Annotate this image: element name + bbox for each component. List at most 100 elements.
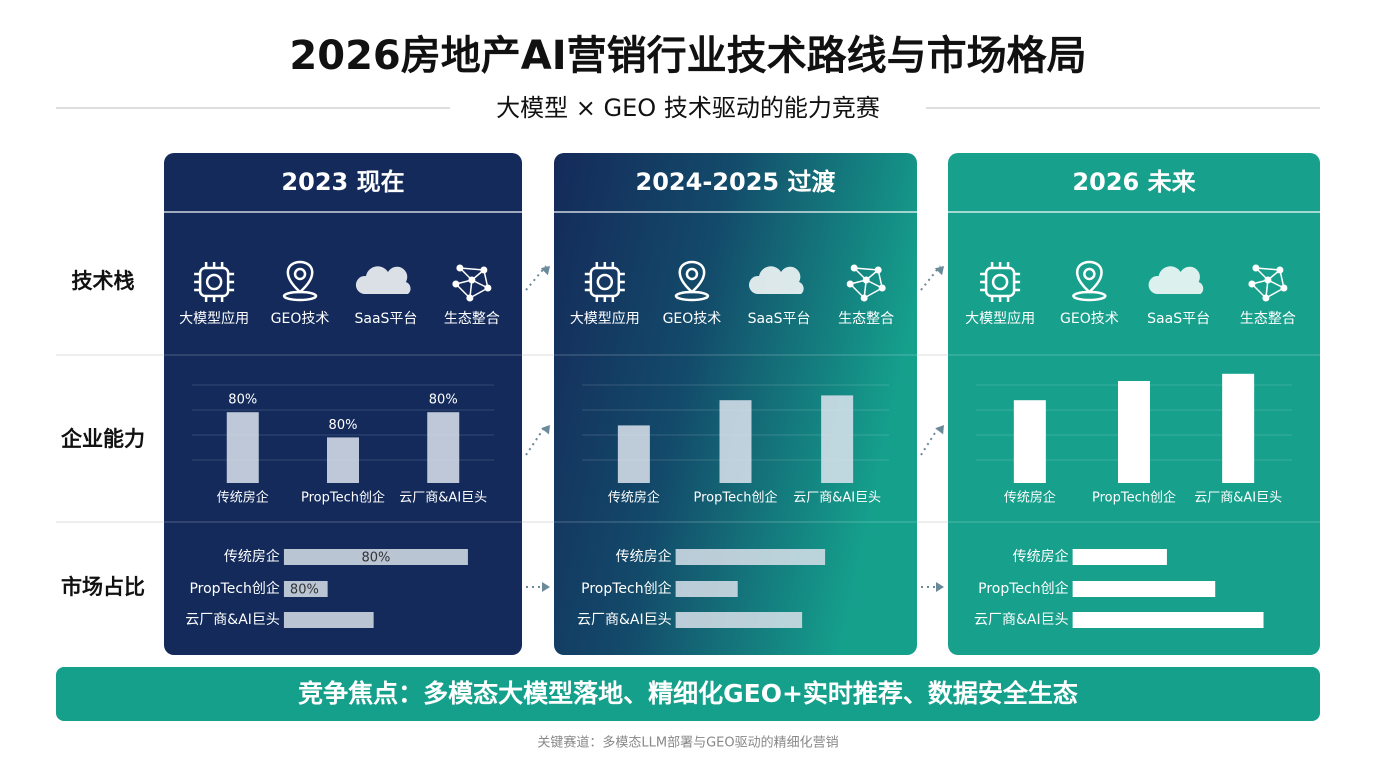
capability-bar bbox=[226, 412, 259, 483]
icon-base bbox=[674, 290, 710, 302]
capability-category: 传统房企 bbox=[1004, 490, 1056, 506]
icon-edge bbox=[1255, 267, 1280, 271]
capability-bar bbox=[1118, 381, 1150, 483]
icon-cloud bbox=[1148, 266, 1204, 294]
capability-category: 传统房企 bbox=[608, 490, 660, 506]
market-bar bbox=[283, 612, 374, 628]
market-label: 80% bbox=[290, 583, 319, 598]
tech-label: 生态整合 bbox=[1240, 311, 1296, 327]
tech-label: 大模型应用 bbox=[570, 310, 640, 327]
arrow-head bbox=[540, 266, 550, 276]
icon-node bbox=[846, 280, 854, 288]
row-label: 企业能力 bbox=[60, 427, 145, 451]
capability-bar bbox=[1013, 400, 1046, 483]
icon-dot bbox=[293, 267, 307, 281]
icon-node bbox=[850, 264, 858, 272]
icon-pin bbox=[286, 260, 314, 294]
icon-node bbox=[1280, 284, 1288, 292]
market-category: 传统房企 bbox=[1013, 548, 1069, 565]
tech-label: GEO技术 bbox=[663, 311, 722, 327]
icon-node bbox=[1276, 266, 1284, 274]
icon-base bbox=[1072, 290, 1107, 302]
capability-category: PropTech创企 bbox=[1092, 490, 1176, 506]
flow-arrow bbox=[525, 424, 547, 456]
icon-dot bbox=[1083, 267, 1096, 281]
icon-node bbox=[1264, 276, 1272, 284]
icon-node bbox=[1262, 294, 1270, 302]
focus-banner bbox=[56, 667, 1320, 721]
icon-node bbox=[466, 294, 474, 302]
capability-category: 云厂商&AI巨头 bbox=[399, 491, 487, 506]
icon-node bbox=[1248, 280, 1256, 288]
icon-pin bbox=[1076, 260, 1103, 294]
capability-bar bbox=[821, 395, 854, 483]
capability-bar bbox=[719, 400, 752, 483]
market-bar bbox=[283, 549, 468, 565]
market-category: PropTech创企 bbox=[581, 580, 671, 597]
capability-bar bbox=[617, 425, 650, 483]
icon-brain bbox=[205, 273, 223, 291]
market-bar bbox=[1072, 612, 1264, 628]
market-category: 传统房企 bbox=[616, 548, 672, 565]
icon-node bbox=[860, 294, 868, 302]
icon-node bbox=[480, 266, 488, 274]
arrow-head bbox=[541, 425, 550, 435]
arrow-head bbox=[935, 425, 944, 435]
capability-label: 80% bbox=[429, 393, 458, 408]
icon-dot bbox=[685, 267, 699, 281]
title: 2026房地产AI营销行业技术路线与市场格局 bbox=[289, 33, 1086, 79]
icon-brain bbox=[991, 273, 1009, 291]
icon-base bbox=[282, 290, 318, 302]
market-bar bbox=[675, 549, 826, 565]
tech-label: GEO技术 bbox=[1060, 311, 1119, 327]
capability-category: 云厂商&AI巨头 bbox=[1194, 491, 1282, 506]
tech-label: SaaS平台 bbox=[354, 311, 417, 327]
capability-bar bbox=[1222, 373, 1255, 483]
icon-node bbox=[1252, 264, 1260, 272]
capability-bar bbox=[327, 437, 359, 483]
tech-label: 大模型应用 bbox=[965, 310, 1035, 327]
panel-title: 2026 未来 bbox=[1072, 168, 1196, 196]
market-bar bbox=[283, 581, 328, 597]
tech-label: GEO技术 bbox=[271, 311, 330, 327]
arrow-head bbox=[542, 582, 550, 592]
panel-title: 2024-2025 过渡 bbox=[636, 168, 837, 196]
icon-node bbox=[878, 284, 886, 292]
market-category: 云厂商&AI巨头 bbox=[974, 612, 1069, 628]
subtitle: 大模型 × GEO 技术驱动的能力竞赛 bbox=[496, 94, 880, 122]
icon-edge bbox=[854, 267, 879, 271]
capability-label: 80% bbox=[329, 418, 358, 433]
icon-cloud bbox=[749, 266, 804, 294]
market-category: PropTech创企 bbox=[189, 580, 279, 597]
panel-title: 2023 现在 bbox=[281, 168, 404, 196]
arrow-head bbox=[934, 266, 944, 276]
market-label: 80% bbox=[361, 551, 390, 566]
icon-node bbox=[468, 276, 476, 284]
capability-category: PropTech创企 bbox=[301, 490, 385, 506]
market-category: 云厂商&AI巨头 bbox=[577, 612, 672, 628]
icon-edge bbox=[459, 267, 484, 271]
panel-bg bbox=[164, 153, 522, 655]
market-bar bbox=[1072, 549, 1167, 565]
icon-pin bbox=[678, 260, 706, 294]
footnote: 关键赛道：多模态LLM部署与GEO驱动的精细化营销 bbox=[537, 735, 838, 751]
icon-node bbox=[484, 284, 492, 292]
focus-text: 竞争焦点：多模态大模型落地、精细化GEO+实时推荐、数据安全生态 bbox=[298, 679, 1078, 708]
tech-label: 生态整合 bbox=[838, 311, 894, 327]
tech-label: SaaS平台 bbox=[1147, 311, 1210, 327]
icon-brain bbox=[596, 273, 614, 291]
market-bar bbox=[1072, 581, 1216, 597]
capability-category: 传统房企 bbox=[217, 490, 269, 506]
market-category: PropTech创企 bbox=[978, 580, 1068, 597]
market-category: 传统房企 bbox=[224, 548, 280, 565]
row-label: 市场占比 bbox=[61, 575, 145, 599]
tech-label: SaaS平台 bbox=[748, 311, 811, 327]
market-bar bbox=[675, 581, 738, 597]
market-bar bbox=[675, 612, 803, 628]
capability-label: 80% bbox=[228, 393, 257, 408]
capability-bar bbox=[427, 412, 460, 483]
arrow-head bbox=[936, 582, 944, 592]
